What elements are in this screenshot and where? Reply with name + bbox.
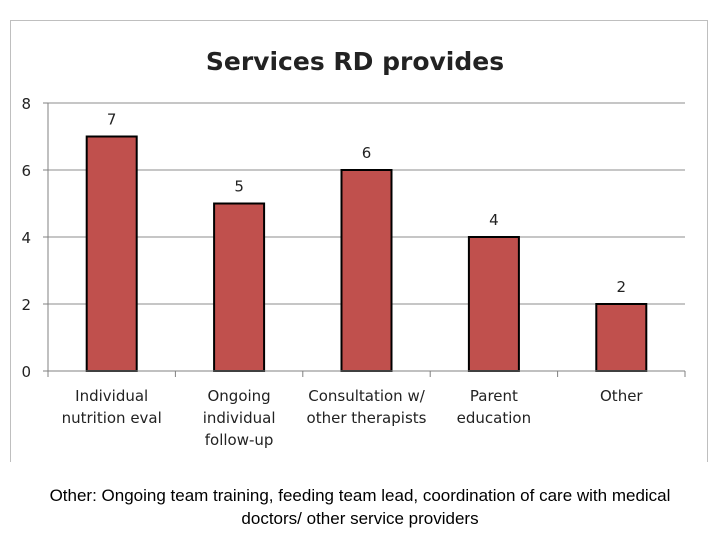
bar-chart: Services RD provides 0 2 4 6 8 7 5 6 4 2 Individ…: [21, 47, 686, 449]
y-tick-label-4: 8: [21, 95, 31, 113]
data-label-0: 7: [107, 111, 117, 129]
chart-caption: Other: Ongoing team training, feeding te…: [49, 486, 671, 528]
x-tick-label-3: Parent education: [457, 387, 531, 427]
bar-0: [85, 135, 138, 372]
y-tick-label-2: 4: [21, 229, 31, 247]
y-tick-label-3: 6: [21, 162, 31, 180]
x-axis-ticks: Individual nutrition eval Ongoing individua…: [47, 371, 686, 449]
y-tick-label-0: 0: [21, 363, 31, 381]
data-label-4: 2: [617, 278, 627, 296]
bar-3: [467, 236, 520, 372]
data-label-2: 6: [362, 144, 372, 162]
bar-4: [595, 303, 648, 372]
bar-2: [340, 169, 393, 372]
x-tick-label-1: Ongoing individual follow-up: [203, 387, 276, 449]
bars: [85, 135, 648, 372]
data-labels: 7 5 6 4 2: [107, 111, 626, 297]
chart-title: Services RD provides: [206, 47, 504, 76]
data-label-1: 5: [234, 178, 244, 196]
x-tick-label-4: Other: [600, 387, 643, 405]
x-tick-label-2: Consultation w/other therapists: [307, 387, 427, 427]
data-label-3: 4: [489, 211, 499, 229]
x-tick-label-0: Individual nutrition eval: [62, 387, 162, 427]
y-tick-label-1: 2: [21, 296, 31, 314]
y-axis-ticks: 0 2 4 6 8: [21, 95, 49, 381]
bar-1: [213, 202, 266, 372]
